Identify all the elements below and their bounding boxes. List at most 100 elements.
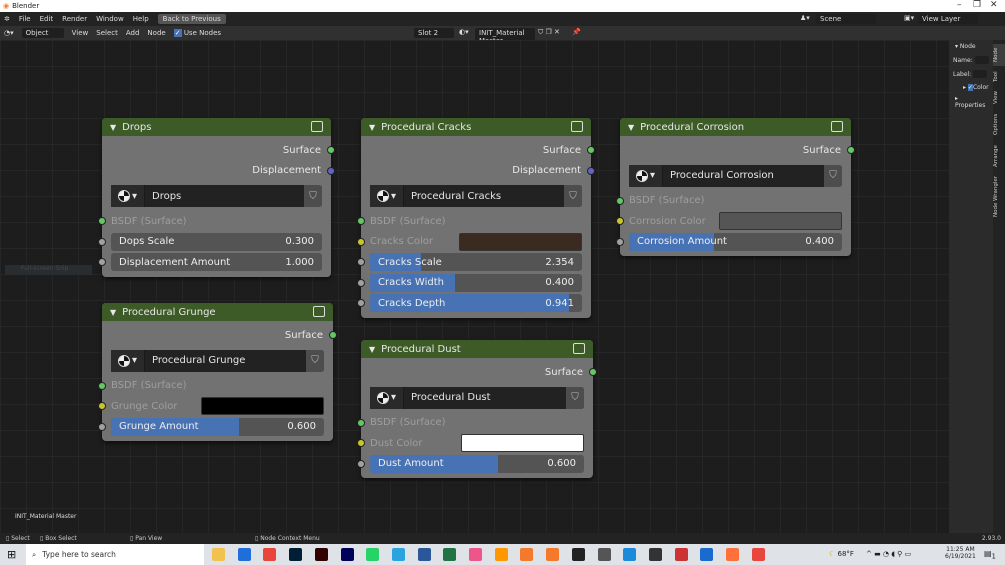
clock[interactable]: 11:25 AM 6/19/2021 xyxy=(945,546,976,560)
menu-select[interactable]: Select xyxy=(96,29,118,37)
scene-icon[interactable]: ♟▾ xyxy=(800,14,810,22)
node-group-name-field[interactable]: Procedural Grunge xyxy=(145,349,306,372)
menu-file[interactable]: File xyxy=(18,15,31,23)
taskbar-app-file-explorer-icon[interactable] xyxy=(212,548,225,561)
taskbar-app-photos-icon[interactable] xyxy=(700,548,714,561)
node-drops[interactable]: ▼ Drops Surface Displacement ▾ Drops ⛉ BSDF (Su… xyxy=(98,118,335,277)
menu-add[interactable]: Add xyxy=(125,29,140,37)
fake-user-shield-icon[interactable]: ⛉ xyxy=(824,164,842,187)
restore-button[interactable]: ❐ xyxy=(973,0,982,10)
node-group-icon[interactable] xyxy=(571,121,583,132)
taskbar-app-photoshop-icon[interactable] xyxy=(289,548,303,561)
collapse-arrow-icon[interactable]: ▼ xyxy=(369,344,376,354)
taskbar-app-app-icon[interactable] xyxy=(674,548,688,561)
value-slider[interactable]: Grunge Amount 0.600 xyxy=(111,417,324,436)
view-layer-icon[interactable]: ▣▾ xyxy=(904,14,915,22)
node-group-icon[interactable] xyxy=(311,121,323,132)
value-slider[interactable]: Dust Amount 0.600 xyxy=(370,454,584,473)
value-slider[interactable]: Cracks Width 0.400 xyxy=(370,273,582,292)
menu-edit[interactable]: Edit xyxy=(39,15,54,23)
editor-type-icon[interactable]: ◔▾ xyxy=(4,29,14,37)
input-socket[interactable] xyxy=(357,217,365,225)
node-header[interactable]: ▼ Procedural Cracks xyxy=(361,118,591,136)
color-swatch[interactable] xyxy=(459,232,582,251)
taskbar-app-paint-icon[interactable] xyxy=(469,548,482,561)
material-browse-icon[interactable]: ◐▾ xyxy=(459,28,469,36)
taskbar-app-word-icon[interactable] xyxy=(417,548,431,561)
input-socket[interactable] xyxy=(616,237,624,246)
notifications-icon[interactable]: ▤1 xyxy=(984,549,996,561)
close-button[interactable]: ✕ xyxy=(990,0,998,10)
taskbar-app-whatsapp-icon[interactable] xyxy=(366,548,380,561)
input-socket[interactable] xyxy=(98,422,106,431)
taskbar-app-sublime-icon[interactable] xyxy=(494,548,508,561)
weather-widget[interactable]: ☾ 68°F xyxy=(829,550,854,558)
menu-window[interactable]: Window xyxy=(96,15,124,23)
label-field[interactable] xyxy=(973,70,988,78)
system-tray-icons[interactable]: ^ ▬ ◔ ◖ ⚲ ▭ xyxy=(866,550,912,558)
minimize-button[interactable]: – xyxy=(957,0,962,10)
input-socket[interactable] xyxy=(357,299,365,307)
fake-user-shield-icon[interactable]: ⛉ ❐ ✕ xyxy=(538,28,560,36)
input-socket[interactable] xyxy=(98,217,106,225)
tab-tool[interactable]: Tool xyxy=(993,71,999,83)
use-nodes-checkbox[interactable]: ✓ Use Nodes xyxy=(173,29,222,37)
taskbar-app-excel-icon[interactable] xyxy=(443,548,457,561)
tab-arrange[interactable]: Arrange xyxy=(993,145,999,167)
fake-user-shield-icon[interactable]: ⛉ xyxy=(306,349,324,372)
node-corrosion[interactable]: ▼ Procedural Corrosion Surface ▾ Procedural … xyxy=(616,118,855,256)
output-socket[interactable] xyxy=(327,166,335,175)
browse-node-tree-icon[interactable]: ▾ xyxy=(111,185,145,207)
node-panel-header[interactable]: ▾ Node xyxy=(955,43,976,50)
windows-start-icon[interactable]: ⊞ xyxy=(7,548,17,561)
menu-render[interactable]: Render xyxy=(62,15,88,23)
value-slider[interactable]: Corrosion Amount 0.400 xyxy=(629,232,842,251)
taskbar-app-app-icon[interactable] xyxy=(623,548,637,561)
input-socket[interactable] xyxy=(357,258,365,266)
taskbar-app-obs-icon[interactable] xyxy=(571,548,585,561)
node-group-icon[interactable] xyxy=(573,343,585,354)
node-header[interactable]: ▼ Drops xyxy=(102,118,331,136)
input-socket[interactable] xyxy=(616,196,624,205)
taskbar-app-premiere-icon[interactable] xyxy=(340,548,354,561)
browse-node-tree-icon[interactable]: ▾ xyxy=(629,164,663,187)
collapse-arrow-icon[interactable]: ▼ xyxy=(110,122,117,132)
input-socket[interactable] xyxy=(616,217,624,225)
node-header[interactable]: ▼ Procedural Corrosion xyxy=(620,118,851,136)
node-dust[interactable]: ▼ Procedural Dust Surface ▾ Procedural Dust ⛉… xyxy=(357,340,597,478)
tab-view[interactable]: View xyxy=(993,90,999,104)
browse-node-tree-icon[interactable]: ▾ xyxy=(370,386,404,409)
node-group-name-field[interactable]: Procedural Cracks xyxy=(404,185,564,207)
node-group-name-field[interactable]: Drops xyxy=(145,185,304,207)
name-field[interactable] xyxy=(974,56,989,64)
tab-node[interactable]: Node xyxy=(993,44,1005,66)
fake-user-shield-icon[interactable]: ⛉ xyxy=(566,386,584,409)
node-group-name-field[interactable]: Procedural Corrosion xyxy=(663,164,824,187)
blender-menu-icon[interactable]: ✲ xyxy=(4,15,10,23)
node-cracks[interactable]: ▼ Procedural Cracks Surface Displacement ▾ Pr… xyxy=(357,118,595,318)
taskbar-app-blender-icon[interactable] xyxy=(520,548,534,561)
output-socket[interactable] xyxy=(327,146,335,154)
node-group-selector[interactable]: ▾ Procedural Dust ⛉ xyxy=(370,386,584,409)
input-socket[interactable] xyxy=(357,439,365,447)
collapse-arrow-icon[interactable]: ▼ xyxy=(628,122,635,132)
taskbar-app-blender-icon[interactable] xyxy=(546,548,560,561)
input-socket[interactable] xyxy=(98,258,106,266)
fake-user-shield-icon[interactable]: ⛉ xyxy=(564,185,582,207)
node-group-icon[interactable] xyxy=(831,121,843,132)
browse-node-tree-icon[interactable]: ▾ xyxy=(370,185,404,207)
properties-panel-header[interactable]: ▸ Properties xyxy=(955,95,986,109)
pin-icon[interactable]: 📌 xyxy=(572,28,581,36)
value-slider[interactable]: Cracks Depth 0.941 xyxy=(370,294,582,312)
input-socket[interactable] xyxy=(357,278,365,287)
taskbar-search-box[interactable]: ⌕ Type here to search xyxy=(26,544,204,565)
output-socket[interactable] xyxy=(329,331,337,339)
slot-dropdown[interactable]: Slot 2 xyxy=(414,28,454,38)
object-mode-dropdown[interactable]: Object xyxy=(21,28,64,38)
input-socket[interactable] xyxy=(98,402,106,410)
value-slider[interactable]: Displacement Amount 1.000 xyxy=(111,253,322,271)
node-group-selector[interactable]: ▾ Procedural Cracks ⛉ xyxy=(370,185,582,207)
output-socket[interactable] xyxy=(589,368,597,376)
output-socket[interactable] xyxy=(587,166,595,175)
color-swatch[interactable] xyxy=(201,397,324,415)
